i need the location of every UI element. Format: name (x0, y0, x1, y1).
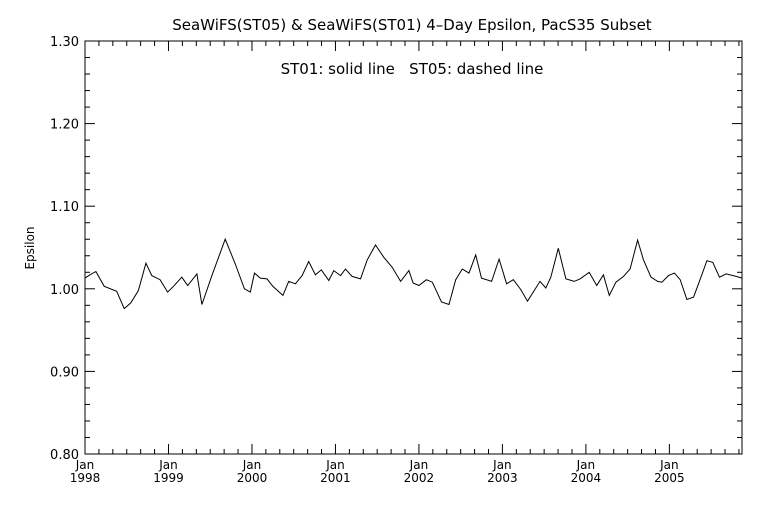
x-tick-label-year: 2002 (404, 471, 435, 485)
x-tick-label-year: 2005 (654, 471, 685, 485)
x-tick-label-month: Jan (158, 458, 178, 472)
x-tick-label-month: Jan (75, 458, 95, 472)
series-layer (84, 237, 743, 310)
y-tick-label: 1.10 (50, 200, 79, 215)
x-tick-label-year: 2004 (571, 471, 602, 485)
x-axis-ticks: Jan1998Jan1999Jan2000Jan2001Jan2002Jan20… (70, 41, 740, 485)
x-tick-label-month: Jan (576, 458, 596, 472)
y-tick-label: 1.20 (50, 118, 79, 133)
x-tick-label-year: 2000 (237, 471, 268, 485)
y-tick-label: 1.00 (50, 283, 79, 298)
x-tick-label-year: 1998 (70, 471, 101, 485)
x-tick-label-month: Jan (242, 458, 262, 472)
series-line-st01 (84, 237, 743, 310)
y-tick-label: 1.30 (50, 35, 79, 50)
chart-annotation: ST01: solid line ST05: dashed line (281, 60, 544, 78)
y-tick-label: 0.90 (50, 365, 79, 380)
y-axis-label: Epsilon (23, 226, 37, 269)
y-tick-label: 0.80 (50, 448, 79, 463)
plot-frame (84, 40, 743, 455)
y-axis-ticks: 0.80 0.90 1.00 1.10 1.20 1.30 (50, 35, 742, 463)
x-tick-label-month: Jan (659, 458, 679, 472)
x-tick-label-year: 1999 (153, 471, 184, 485)
x-tick-label-month: Jan (492, 458, 512, 472)
chart-title: SeaWiFS(ST05) & SeaWiFS(ST01) 4–Day Epsi… (172, 16, 652, 34)
x-tick-label-month: Jan (325, 458, 345, 472)
x-tick-label-month: Jan (409, 458, 429, 472)
x-tick-label-year: 2001 (320, 471, 351, 485)
x-tick-label-year: 2003 (487, 471, 518, 485)
